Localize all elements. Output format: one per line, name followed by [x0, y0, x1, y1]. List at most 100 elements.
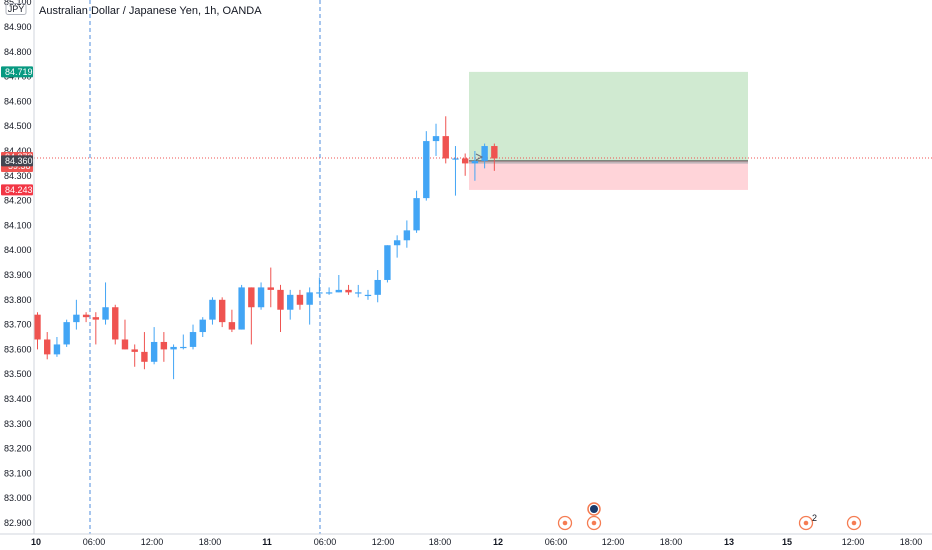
y-tick-label: 82.900 — [4, 518, 32, 528]
candle[interactable] — [423, 131, 430, 201]
candle[interactable] — [442, 116, 449, 164]
candle-body — [267, 287, 274, 290]
candle[interactable] — [180, 334, 187, 350]
candle[interactable] — [34, 312, 41, 350]
target-price-tag — [1, 66, 33, 78]
candle-body — [121, 339, 129, 350]
candle[interactable] — [228, 309, 236, 333]
x-tick-label: 12 — [493, 537, 503, 547]
candle-body — [141, 351, 148, 362]
candle-body — [238, 287, 245, 330]
candle-body — [471, 160, 479, 164]
candle[interactable] — [63, 319, 70, 347]
y-tick-label: 84.900 — [4, 22, 32, 32]
candle[interactable] — [287, 289, 294, 320]
x-tick-label: 18:00 — [199, 537, 222, 547]
candle[interactable] — [44, 332, 51, 360]
candle[interactable] — [238, 284, 245, 330]
candle-body — [374, 279, 381, 295]
candle[interactable] — [481, 143, 488, 169]
candle[interactable] — [471, 151, 479, 181]
entry-price-tag-label: 84.360 — [5, 156, 33, 166]
candle[interactable] — [141, 332, 148, 370]
y-tick-label: 83.100 — [4, 468, 32, 478]
candle[interactable] — [306, 287, 313, 325]
y-tick-label: 84.600 — [4, 96, 32, 106]
y-tick-label: 84.500 — [4, 121, 32, 131]
position-profit-zone[interactable] — [469, 71, 748, 161]
candle[interactable] — [491, 143, 498, 171]
candle-body — [248, 287, 255, 308]
x-tick-label: 06:00 — [83, 537, 106, 547]
candle[interactable] — [257, 282, 265, 310]
candle[interactable] — [199, 317, 206, 337]
candle-body — [218, 299, 226, 323]
x-tick-label: 12:00 — [141, 537, 164, 547]
candle[interactable] — [160, 332, 168, 362]
flag-event-icon[interactable] — [587, 502, 601, 516]
candle[interactable] — [209, 297, 216, 325]
stop-price-tag — [1, 184, 33, 196]
x-tick-label: 18:00 — [900, 537, 923, 547]
currency-box — [5, 3, 27, 15]
event-count-badge: 2 — [812, 513, 817, 523]
candle-body — [393, 240, 401, 246]
x-tick-label: 12:00 — [842, 537, 865, 547]
candle[interactable] — [316, 277, 323, 298]
candle[interactable] — [53, 337, 61, 357]
candle[interactable] — [121, 319, 129, 350]
candle-body — [44, 339, 51, 355]
economic-event-icon[interactable] — [557, 515, 573, 531]
position-loss-zone[interactable] — [469, 160, 748, 190]
candle[interactable] — [170, 344, 177, 380]
candle-body — [34, 314, 41, 340]
y-tick-label: 84.400 — [4, 146, 32, 156]
candle[interactable] — [345, 284, 352, 295]
x-tick-label: 06:00 — [545, 537, 568, 547]
candle[interactable] — [325, 287, 333, 295]
x-tick-label: 12:00 — [602, 537, 625, 547]
event-dot — [591, 520, 597, 526]
candle-body — [306, 292, 313, 305]
x-tick-label: 13 — [724, 537, 734, 547]
candle[interactable] — [131, 344, 138, 367]
x-tick-label: 12:00 — [372, 537, 395, 547]
price-axis[interactable] — [0, 0, 34, 550]
candle-body — [296, 294, 304, 305]
y-tick-label: 84.100 — [4, 220, 32, 230]
candle[interactable] — [218, 297, 226, 328]
candle-body — [491, 146, 498, 159]
candle[interactable] — [452, 146, 459, 196]
candle[interactable] — [461, 153, 469, 176]
candle[interactable] — [335, 275, 343, 293]
candle[interactable] — [248, 287, 255, 345]
target-price-tag-label: 84.719 — [5, 67, 33, 77]
candle[interactable] — [393, 235, 401, 258]
candle[interactable] — [73, 299, 80, 330]
candle[interactable] — [413, 190, 420, 233]
candle[interactable] — [82, 312, 90, 323]
economic-event-icon[interactable] — [586, 515, 602, 531]
x-tick-label: 18:00 — [429, 537, 452, 547]
candle[interactable] — [102, 282, 109, 325]
candle[interactable] — [112, 304, 119, 345]
candle[interactable] — [92, 312, 100, 345]
economic-event-icon[interactable] — [846, 515, 862, 531]
candle[interactable] — [189, 324, 197, 350]
candle[interactable] — [150, 327, 158, 365]
candle[interactable] — [432, 123, 440, 156]
candle[interactable] — [403, 220, 411, 248]
candle-body — [325, 292, 333, 294]
candle[interactable] — [277, 284, 284, 333]
candle[interactable] — [384, 245, 391, 283]
candle-body — [432, 136, 440, 142]
economic-event-icon[interactable] — [798, 515, 814, 531]
candle[interactable] — [267, 267, 274, 308]
candle-body — [82, 314, 90, 318]
currency-label: JPY — [8, 4, 25, 14]
candle[interactable] — [374, 270, 381, 303]
candle[interactable] — [296, 289, 304, 310]
candle[interactable] — [355, 284, 362, 298]
candle[interactable] — [364, 289, 372, 300]
